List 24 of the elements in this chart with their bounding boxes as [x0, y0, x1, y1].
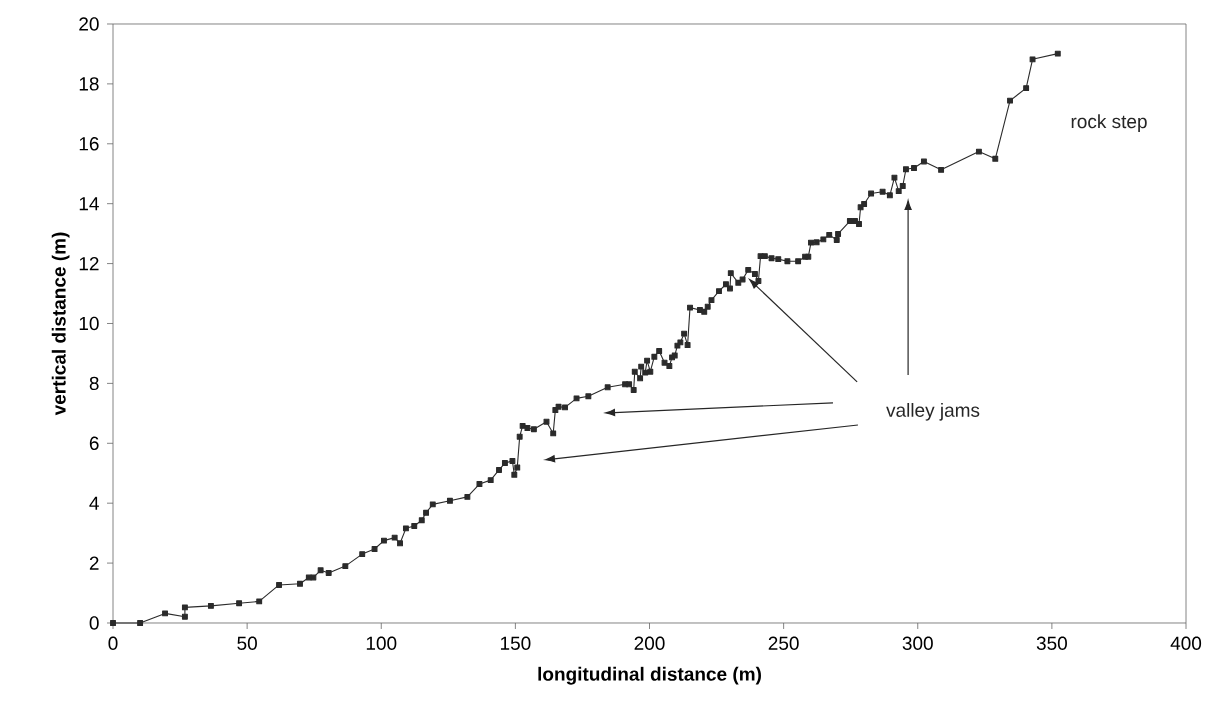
y-tick-label: 2 [89, 556, 99, 570]
x-tick-label: 50 [237, 636, 257, 650]
y-axis-title: vertical distance (m) [51, 232, 70, 416]
x-tick-label: 300 [902, 636, 933, 650]
y-tick-label: 8 [89, 376, 99, 391]
x-tick-label: 400 [1170, 636, 1202, 650]
annotation: rock step [1071, 114, 1147, 132]
y-tick-label: 0 [89, 616, 99, 630]
y-tick-label: 6 [89, 436, 99, 451]
annotation: valley jams [886, 402, 980, 421]
x-tick-label: 100 [366, 636, 397, 650]
y-tick-label: 16 [79, 137, 99, 151]
y-tick-label: 12 [79, 256, 99, 271]
x-tick-label: 250 [768, 636, 799, 650]
x-tick-label: 150 [500, 636, 531, 650]
x-tick-label: 350 [1036, 636, 1067, 650]
y-tick-label: 4 [89, 496, 99, 510]
y-tick-label: 18 [79, 77, 99, 91]
x-axis-title: longitudinal distance (m) [538, 666, 761, 685]
y-tick-label: 10 [79, 316, 99, 331]
x-tick-label: 0 [108, 636, 118, 650]
x-tick-label: 200 [634, 636, 665, 650]
y-tick-label: 20 [79, 17, 99, 31]
y-tick-label: 14 [79, 197, 99, 211]
